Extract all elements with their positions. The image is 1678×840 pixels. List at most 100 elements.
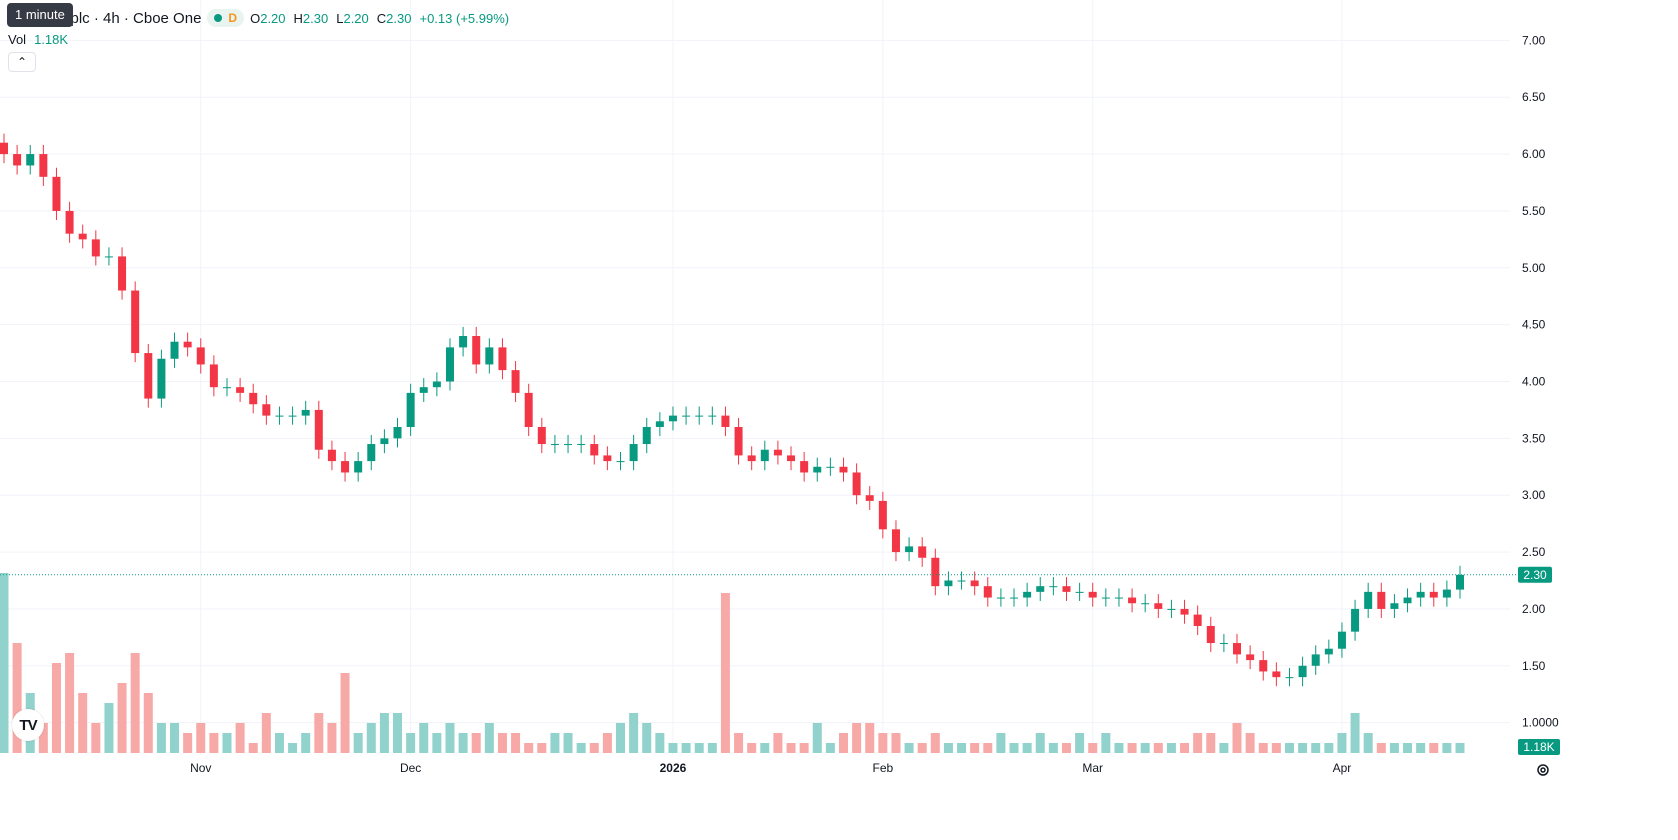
x-tick-label: Nov: [190, 761, 211, 775]
volume-bar: [1363, 733, 1373, 753]
settings-gear-icon[interactable]: [1536, 763, 1550, 777]
volume-bar: [1206, 733, 1216, 753]
x-tick-label: Apr: [1333, 761, 1352, 775]
volume-bar: [1376, 743, 1386, 753]
candle-body: [1456, 574, 1464, 590]
tradingview-logo-icon[interactable]: TV: [12, 709, 44, 741]
ohlc-values: O2.20 H2.30 L2.20 C2.30 +0.13 (+5.99%): [250, 11, 509, 26]
volume-bar: [51, 663, 61, 753]
volume-bar: [786, 743, 796, 753]
volume-value: 1.18K: [34, 32, 69, 47]
volume-bar: [156, 723, 166, 753]
market-status-dot-icon: [214, 14, 223, 22]
symbol-title[interactable]: a plc · 4h · Cboe One: [58, 9, 202, 27]
volume-label[interactable]: Vol: [8, 32, 27, 47]
volume-bar: [891, 733, 901, 753]
candle-body: [668, 415, 677, 422]
volume-bar: [1298, 743, 1308, 753]
candle-body: [314, 409, 323, 450]
candle-body: [498, 347, 507, 371]
volume-bar: [550, 733, 560, 753]
volume-bar: [1166, 743, 1176, 753]
candle-body: [1010, 597, 1019, 599]
candle-body: [590, 444, 599, 456]
candle-body: [1206, 625, 1215, 644]
y-tick-label: 1.0000: [1522, 716, 1559, 730]
y-tick-label: 6.50: [1522, 90, 1546, 104]
volume-bar: [196, 723, 206, 753]
volume-bar: [1075, 733, 1085, 753]
candle-body: [1219, 643, 1228, 645]
candle-body: [1114, 597, 1123, 599]
volume-bar: [1009, 743, 1019, 753]
volume-bar: [471, 733, 481, 753]
volume-bar: [1416, 743, 1426, 753]
candle-body: [773, 449, 782, 456]
candle-body: [970, 580, 979, 587]
volume-bar: [773, 733, 783, 753]
candle-body: [918, 546, 927, 558]
volume-bar: [117, 683, 127, 753]
low-label: L: [336, 10, 344, 26]
volume-bar: [432, 733, 442, 753]
candle-body: [865, 495, 874, 501]
candle-body: [695, 415, 704, 417]
volume-bar: [865, 723, 875, 753]
volume-bar: [327, 723, 337, 753]
candle-body: [1364, 591, 1373, 609]
volume-bar: [983, 743, 993, 753]
candle-body: [52, 176, 61, 211]
volume-bar: [812, 723, 822, 753]
open-value: 2.20: [260, 10, 286, 26]
volume-bar: [445, 723, 455, 753]
collapse-legend-button[interactable]: ⌃: [8, 52, 36, 72]
candle-body: [603, 455, 612, 462]
volume-bar: [393, 713, 403, 753]
market-status-badge[interactable]: D: [207, 9, 245, 27]
volume-bar: [1219, 743, 1229, 753]
high-label: H: [293, 10, 303, 26]
volume-bar: [1429, 743, 1439, 753]
x-tick-label: Feb: [873, 761, 894, 775]
candle-body: [511, 370, 520, 393]
volume-bar: [1088, 743, 1098, 753]
candle-body: [78, 233, 87, 240]
volume-bar: [1061, 743, 1071, 753]
candle-body: [91, 239, 100, 257]
volume-tag-label: 1.18K: [1523, 740, 1554, 754]
candle-body: [1272, 671, 1281, 678]
volume-bar: [301, 733, 311, 753]
volume-bar: [222, 733, 232, 753]
volume-bar: [1271, 743, 1281, 753]
volume-bar: [1180, 743, 1190, 753]
candle-body: [839, 466, 848, 473]
last-price-tag: [1518, 566, 1552, 583]
volume-bar: [642, 723, 652, 753]
volume-bar: [734, 733, 744, 753]
candle-body: [13, 154, 22, 166]
candle-body: [1193, 614, 1202, 626]
candle-body: [1128, 597, 1137, 604]
volume-bar: [1114, 743, 1124, 753]
volume-tag: [1518, 739, 1560, 755]
candle-body: [721, 415, 730, 427]
volume-bar: [838, 733, 848, 753]
volume-bar: [852, 723, 862, 753]
volume-bar: [1035, 733, 1045, 753]
volume-bar: [576, 743, 586, 753]
candle-body: [957, 580, 966, 582]
candle-body: [419, 387, 428, 393]
candle-body: [354, 461, 363, 473]
candle-body: [1285, 677, 1294, 679]
candle-body: [682, 415, 691, 417]
volume-bar: [497, 733, 507, 753]
volume-bar: [1455, 743, 1465, 753]
volume-bar: [1232, 723, 1242, 753]
volume-bar: [1101, 733, 1111, 753]
volume-bar: [970, 743, 980, 753]
volume-bar: [419, 723, 429, 753]
x-tick-label: 2026: [660, 761, 687, 775]
interval-badge: D: [228, 11, 238, 25]
y-tick-label: 4.50: [1522, 318, 1546, 332]
